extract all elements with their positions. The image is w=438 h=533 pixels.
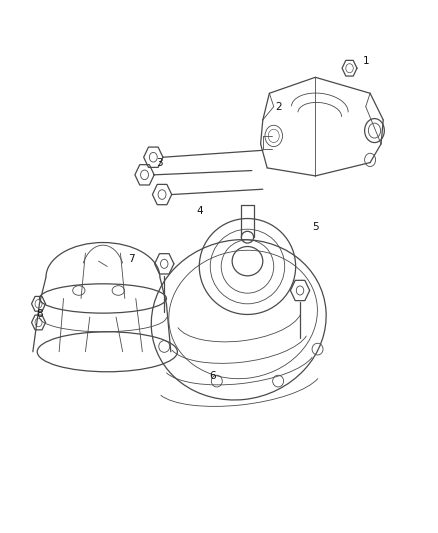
Text: 7: 7 bbox=[128, 254, 135, 263]
Text: 1: 1 bbox=[362, 56, 369, 66]
Text: 4: 4 bbox=[196, 206, 203, 215]
Text: 5: 5 bbox=[312, 222, 319, 231]
Text: 6: 6 bbox=[209, 371, 216, 381]
Text: 8: 8 bbox=[36, 310, 43, 319]
Text: 2: 2 bbox=[275, 102, 282, 111]
Text: 3: 3 bbox=[156, 158, 163, 167]
